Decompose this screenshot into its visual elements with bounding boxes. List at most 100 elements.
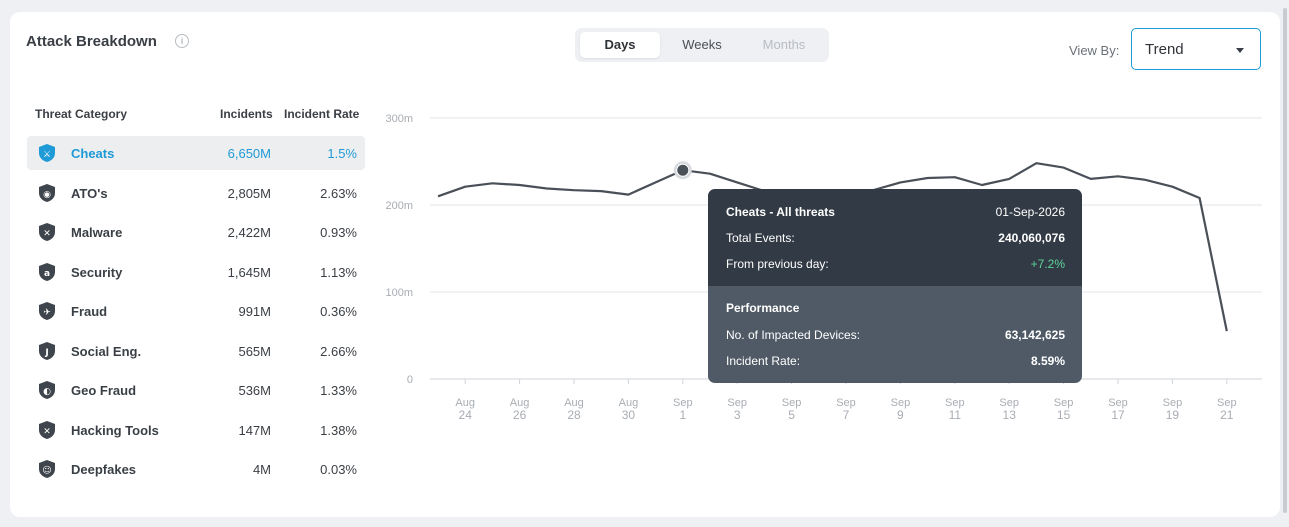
period-toggle: Days Weeks Months [575,28,829,62]
threat-row-ato-s[interactable]: ◉ ATO's 2,805M 2.63% [27,176,365,210]
threat-incidents: 2,805M [227,185,271,201]
threat-rate: 0.36% [320,304,357,319]
tooltip-performance-label: Performance [726,301,800,315]
tooltip-date: 01-Sep-2026 [995,205,1065,219]
x-tick-label-day: 13 [1003,408,1017,422]
threat-row-geo-fraud[interactable]: ◐ Geo Fraud 536M 1.33% [27,373,365,407]
x-tick-label-day: 21 [1220,408,1234,422]
page-scrollbar[interactable] [1283,8,1287,513]
threat-row-fraud[interactable]: ✈ Fraud 991M 0.36% [27,294,365,328]
column-header-incidents: Incidents [220,107,273,121]
period-weeks-button[interactable]: Weeks [682,37,722,52]
x-tick-label-day: 26 [513,408,527,422]
x-tick-label-day: 15 [1057,408,1071,422]
threat-incidents: 147M [238,422,271,438]
svg-text:✕: ✕ [43,427,51,437]
page-title: Attack Breakdown [26,33,157,50]
chart-tooltip: Cheats - All threats 01-Sep-2026 Total E… [708,189,1082,383]
threat-rate: 2.63% [320,185,357,201]
malware-shield-icon: ✕ [39,223,55,241]
tooltip-devices-label: No. of Impacted Devices: [726,328,861,342]
threat-row-cheats[interactable]: ⚔ Cheats 6,650M 1.5% [27,136,365,170]
threat-incidents: 6,650M [227,146,271,161]
x-tick-label-month: Sep [836,397,856,409]
x-tick-label-month: Sep [782,397,802,409]
column-header-category: Threat Category [35,107,128,121]
x-tick-label-month: Sep [1217,397,1237,409]
threat-rate: 0.93% [320,225,357,240]
threat-rate: 1.5% [327,146,357,161]
threat-name: Hacking Tools [71,422,159,438]
x-tick-label-month: Aug [619,397,639,409]
x-tick-label-month: Sep [891,397,911,409]
y-tick-label: 100m [385,287,413,299]
threat-row-deepfakes[interactable]: ☺ Deepfakes 4M 0.03% [27,452,365,486]
x-tick-label-month: Aug [455,397,475,409]
security-shield-icon: a [39,262,55,281]
threat-rate: 1.13% [320,264,357,280]
threat-rate: 1.33% [320,383,357,398]
x-tick-label-day: 17 [1111,408,1125,422]
threat-name: Cheats [71,146,115,161]
threat-incidents: 2,422M [227,225,271,240]
threat-rate: 0.03% [320,462,357,477]
x-tick-label-month: Sep [1108,397,1128,409]
x-tick-label-day: 1 [679,408,686,422]
info-icon[interactable]: i [175,34,189,48]
threat-name: Social Eng. [71,343,142,359]
threat-incidents: 4M [252,462,271,477]
view-by-value: Trend [1145,41,1184,58]
threat-row-malware[interactable]: ✕ Malware 2,422M 0.93% [27,215,365,249]
highlight-point [676,163,690,177]
y-tick-label: 300m [385,113,413,125]
x-tick-label-day: 19 [1166,408,1180,422]
x-tick-label-month: Sep [999,397,1019,409]
threat-name: Security [71,264,123,280]
x-tick-label-month: Sep [673,397,693,409]
x-tick-label-day: 5 [788,408,795,422]
svg-text:◐: ◐ [43,387,51,397]
chevron-down-icon [1236,48,1244,53]
tooltip-rate-value: 8.59% [1030,354,1065,368]
threat-incidents: 1,645M [227,264,271,280]
threat-name: Deepfakes [71,462,137,477]
svg-text:◉: ◉ [43,190,51,200]
deepfakes-shield-icon: ☺ [39,460,55,478]
tooltip-prev-day-label: From previous day: [726,257,829,271]
threat-incidents: 991M [238,304,271,319]
svg-text:a: a [44,269,50,279]
x-tick-label-month: Sep [1163,397,1183,409]
threat-name: Fraud [71,304,108,319]
threat-rate: 2.66% [320,343,357,359]
threat-name: Geo Fraud [71,383,137,398]
social-eng-shield-icon: J [39,341,55,360]
threat-row-social-eng[interactable]: J Social Eng. 565M 2.66% [27,334,365,368]
threat-row-security[interactable]: a Security 1,645M 1.13% [27,255,365,289]
x-tick-label-day: 3 [734,408,741,422]
x-tick-label-month: Sep [727,397,747,409]
y-tick-label: 200m [385,200,413,212]
x-tick-label-day: 11 [949,408,962,422]
tooltip-prev-day-value: +7.2% [1030,257,1065,271]
svg-text:J: J [44,348,48,358]
threat-row-hacking-tools[interactable]: ✕ Hacking Tools 147M 1.38% [27,413,365,447]
tooltip-rate-label: Incident Rate: [726,354,801,368]
x-tick-label-day: 30 [622,408,636,422]
svg-text:✕: ✕ [43,229,51,239]
x-tick-label-day: 7 [843,408,850,422]
svg-text:⚔: ⚔ [43,150,51,160]
ato-shield-icon: ◉ [39,183,55,202]
fraud-shield-icon: ✈ [39,302,55,320]
threat-incidents: 536M [238,383,271,398]
period-days-button[interactable]: Days [580,32,660,58]
tooltip-title: Cheats - All threats [726,205,835,219]
y-tick-label: 0 [407,374,413,386]
period-months-button: Months [762,37,806,52]
threat-name: Malware [71,225,123,240]
x-tick-label-month: Sep [945,397,965,409]
svg-text:✈: ✈ [43,308,51,318]
x-tick-label-day: 24 [459,408,473,422]
tooltip-summary: Cheats - All threats 01-Sep-2026 Total E… [708,189,1082,286]
view-by-select[interactable]: Trend [1131,28,1261,70]
